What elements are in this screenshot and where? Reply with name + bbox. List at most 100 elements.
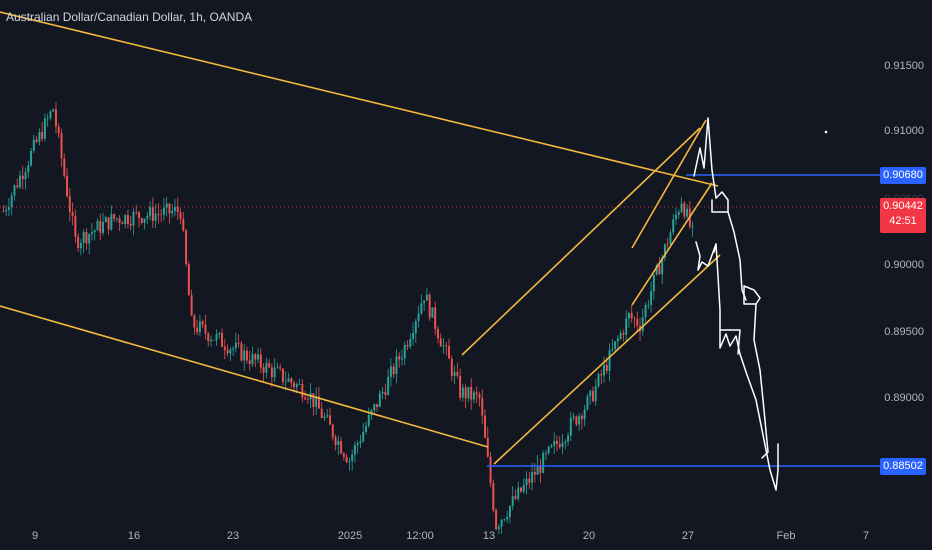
candle-body bbox=[196, 327, 199, 333]
candle-body bbox=[262, 367, 265, 373]
projection-wave-box-path[interactable] bbox=[695, 241, 717, 271]
candle-body bbox=[658, 265, 661, 275]
symbol-title[interactable]: Australian Dollar/Canadian Dollar, 1h, O… bbox=[6, 10, 253, 24]
candle-body bbox=[135, 211, 138, 213]
candle-body bbox=[345, 456, 348, 463]
candle-body bbox=[569, 417, 572, 436]
candle-body bbox=[661, 257, 664, 275]
candle-body bbox=[223, 346, 226, 351]
candle-body bbox=[237, 342, 240, 344]
candle-body bbox=[193, 315, 196, 328]
candle-body bbox=[556, 440, 558, 444]
candle-body bbox=[398, 356, 401, 360]
candle-body bbox=[129, 223, 132, 226]
price-axis-tick-1: 0.91000 bbox=[884, 125, 924, 137]
time-axis-tick-6: 20 bbox=[582, 530, 596, 542]
candle-body bbox=[19, 175, 21, 188]
candle-body bbox=[52, 109, 55, 112]
candle-body bbox=[190, 295, 193, 316]
candle-body bbox=[503, 519, 506, 520]
candle-body bbox=[395, 356, 398, 375]
resistance-price-tag[interactable]: 0.90680 bbox=[880, 167, 926, 184]
candle-body bbox=[243, 350, 246, 361]
projection-final-drop-path[interactable] bbox=[739, 353, 779, 491]
candle-body bbox=[113, 214, 116, 219]
candle-body bbox=[647, 304, 650, 306]
rising-channel-lower-line[interactable] bbox=[493, 254, 721, 465]
candle-body bbox=[115, 218, 118, 220]
candle-body bbox=[102, 222, 105, 233]
projection-middle-path[interactable] bbox=[715, 243, 741, 355]
candle-body bbox=[234, 342, 237, 349]
candle-body bbox=[168, 203, 171, 214]
candle-body bbox=[492, 483, 495, 510]
candle-body bbox=[467, 386, 470, 399]
candle-body bbox=[27, 165, 30, 173]
candle-body bbox=[478, 394, 481, 399]
candle-body bbox=[179, 212, 182, 220]
candle-body bbox=[456, 372, 459, 376]
freehand-projection-drawing[interactable] bbox=[693, 117, 779, 491]
candle-body bbox=[539, 465, 542, 473]
candle-body bbox=[334, 437, 337, 446]
time-axis-tick-3: 2025 bbox=[337, 530, 363, 542]
candle-body bbox=[591, 390, 594, 402]
candle-body bbox=[85, 231, 88, 244]
wedge-upper-line[interactable] bbox=[631, 119, 707, 249]
candle-body bbox=[185, 230, 188, 265]
candle-body bbox=[401, 358, 403, 360]
candle-body bbox=[287, 378, 290, 382]
projection-box-mid-path[interactable] bbox=[719, 329, 741, 355]
candle-body bbox=[312, 393, 315, 407]
candle-body bbox=[436, 328, 439, 339]
projection-right-box-path[interactable] bbox=[743, 285, 761, 305]
candle-body bbox=[140, 218, 143, 223]
candle-body bbox=[365, 425, 367, 433]
candle-body bbox=[506, 516, 509, 520]
projection-side-path[interactable] bbox=[753, 303, 769, 459]
candle-body bbox=[270, 367, 273, 378]
candle-body bbox=[215, 334, 218, 340]
candle-body bbox=[514, 496, 517, 499]
last-price-tag[interactable]: 0.90442 42:51 bbox=[880, 198, 926, 233]
candle-body bbox=[387, 376, 390, 395]
candle-body bbox=[323, 416, 326, 418]
candle-body bbox=[619, 332, 622, 339]
candle-body bbox=[13, 185, 16, 196]
candle-body bbox=[481, 398, 484, 416]
price-axis-tick-3: 0.89500 bbox=[884, 326, 924, 338]
candle-body bbox=[232, 348, 235, 350]
candle-body bbox=[439, 338, 442, 347]
support-price-tag[interactable]: 0.88502 bbox=[880, 458, 926, 475]
candle-body bbox=[268, 363, 271, 368]
candle-body bbox=[254, 354, 257, 360]
channel-upper-trendline[interactable] bbox=[0, 11, 719, 187]
candle-body bbox=[342, 453, 345, 457]
wedge-lower-line[interactable] bbox=[631, 182, 713, 306]
trendline-drawings[interactable] bbox=[0, 11, 721, 465]
candle-body bbox=[160, 214, 163, 216]
candle-body bbox=[544, 453, 547, 454]
candle-body bbox=[420, 303, 423, 314]
candle-body bbox=[295, 384, 298, 388]
candle-body bbox=[409, 338, 412, 347]
candle-body bbox=[472, 392, 475, 400]
candle-body bbox=[55, 109, 57, 127]
candle-body bbox=[229, 349, 232, 354]
rising-channel-upper-line[interactable] bbox=[461, 127, 701, 356]
candle-body bbox=[356, 443, 359, 446]
candle-body bbox=[201, 321, 204, 325]
candle-body bbox=[154, 213, 157, 221]
candle-body bbox=[575, 416, 578, 425]
candle-body bbox=[622, 332, 625, 335]
projection-spike-path[interactable] bbox=[693, 117, 717, 199]
price-axis-tick-2: 0.90000 bbox=[884, 259, 924, 271]
channel-lower-trendline[interactable] bbox=[0, 305, 489, 448]
projection-box-top-path[interactable] bbox=[711, 191, 729, 213]
candle-body bbox=[484, 415, 486, 438]
candle-body bbox=[218, 332, 221, 335]
candle-body bbox=[210, 339, 212, 342]
candle-body bbox=[124, 214, 127, 225]
candle-body bbox=[533, 472, 536, 475]
